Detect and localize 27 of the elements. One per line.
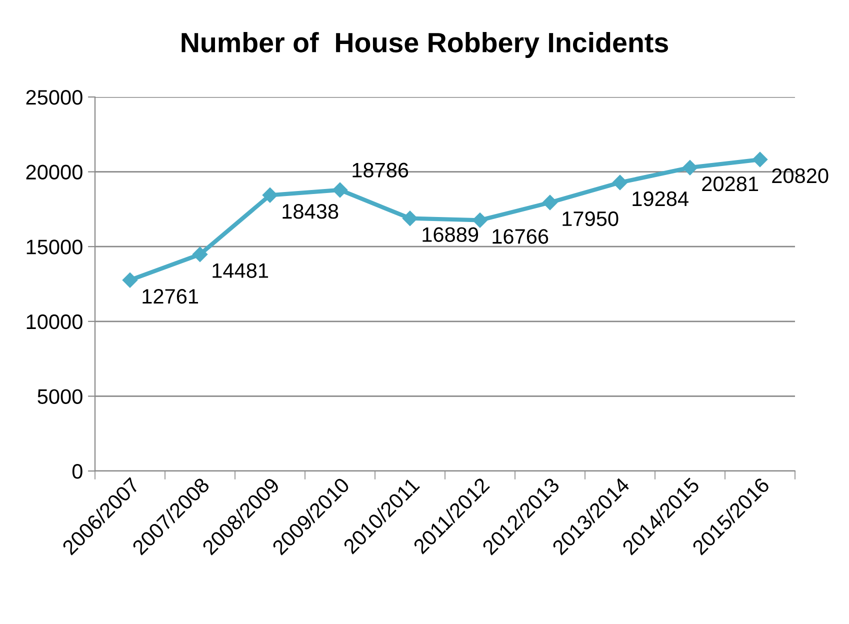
point [472,212,488,228]
data-label: 16889 [422,227,478,242]
y-tick-label: 15000 [26,240,82,254]
data-label: 16766 [492,229,548,244]
point [332,182,348,198]
y-tick-label: 0 [72,464,82,479]
point [122,272,138,288]
y-tick-label: 25000 [26,90,82,105]
point [682,160,698,176]
y-tick-label: 5000 [38,389,82,404]
data-label: 20820 [772,168,828,184]
data-label: 17950 [562,211,618,226]
point [542,194,558,210]
point [402,210,418,226]
data-label: 20281 [702,176,758,192]
data-label: 12761 [142,288,198,304]
data-label: 18438 [282,204,338,219]
point [262,188,278,203]
data-label: 18786 [352,162,408,178]
point [192,246,208,262]
y-tick-label: 10000 [26,314,82,330]
data-label: 19284 [632,191,688,206]
data-label: 14481 [212,263,268,278]
y-tick-label: 20000 [26,164,82,180]
point [612,174,628,190]
point [752,152,768,168]
chart-title: Number of House Robbery Incidents [182,32,668,58]
